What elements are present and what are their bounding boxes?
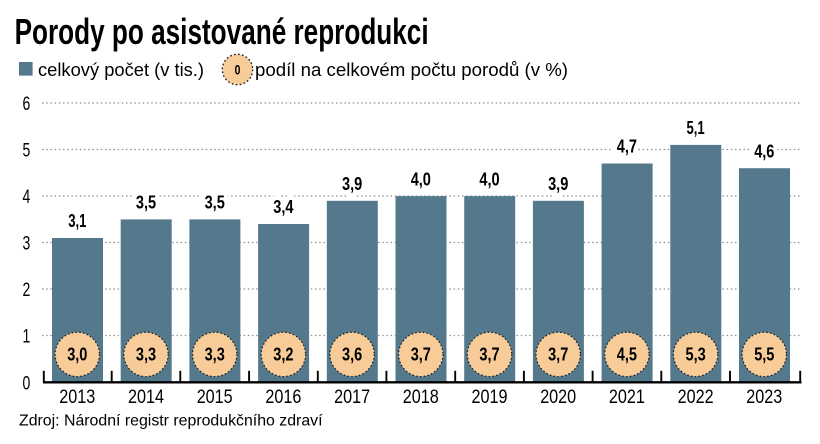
svg-text:3,2: 3,2 [273, 343, 293, 364]
svg-text:2014: 2014 [128, 387, 164, 408]
svg-text:2022: 2022 [678, 387, 714, 408]
svg-text:4,5: 4,5 [617, 343, 637, 364]
svg-text:3,3: 3,3 [205, 343, 225, 364]
svg-text:2018: 2018 [403, 387, 439, 408]
svg-text:2019: 2019 [472, 387, 508, 408]
svg-text:3,1: 3,1 [68, 210, 86, 231]
svg-text:3: 3 [23, 233, 31, 255]
svg-text:4: 4 [23, 186, 31, 208]
svg-text:5,1: 5,1 [687, 117, 705, 138]
svg-text:3,7: 3,7 [548, 343, 568, 364]
svg-text:5,5: 5,5 [754, 343, 774, 364]
svg-text:2013: 2013 [59, 387, 95, 408]
svg-text:2: 2 [23, 279, 31, 301]
svg-text:4,0: 4,0 [411, 168, 431, 189]
svg-text:3,7: 3,7 [411, 343, 431, 364]
svg-text:2016: 2016 [265, 387, 301, 408]
svg-text:celkový počet (v tis.): celkový počet (v tis.) [38, 59, 204, 80]
svg-text:5,3: 5,3 [686, 343, 706, 364]
svg-text:2021: 2021 [609, 387, 645, 408]
svg-text:2020: 2020 [540, 387, 576, 408]
svg-text:3,3: 3,3 [136, 343, 156, 364]
svg-text:3,9: 3,9 [548, 173, 568, 194]
svg-text:3,7: 3,7 [479, 343, 499, 364]
svg-text:3,9: 3,9 [342, 173, 362, 194]
svg-text:1: 1 [23, 326, 31, 348]
svg-text:6: 6 [23, 93, 31, 115]
svg-text:3,5: 3,5 [136, 192, 156, 213]
svg-text:4,7: 4,7 [617, 136, 637, 157]
svg-text:0: 0 [23, 372, 31, 394]
svg-text:3,4: 3,4 [273, 196, 294, 217]
svg-text:3,6: 3,6 [342, 343, 362, 364]
svg-text:2017: 2017 [334, 387, 370, 408]
svg-text:3,5: 3,5 [205, 192, 225, 213]
svg-text:Zdroj: Národní registr reprodu: Zdroj: Národní registr reprodukčního zdr… [19, 413, 323, 430]
svg-text:4,0: 4,0 [479, 168, 499, 189]
svg-text:2015: 2015 [197, 387, 233, 408]
svg-text:2023: 2023 [746, 387, 782, 408]
svg-text:4,6: 4,6 [754, 140, 774, 161]
svg-text:Porody po asistované reprodukc: Porody po asistované reprodukci [15, 12, 429, 52]
svg-text:5: 5 [23, 140, 31, 162]
svg-text:podíl na celkovém počtu porodů: podíl na celkovém počtu porodů (v %) [255, 59, 568, 80]
svg-text:0: 0 [235, 62, 241, 78]
svg-text:3,0: 3,0 [67, 343, 87, 364]
